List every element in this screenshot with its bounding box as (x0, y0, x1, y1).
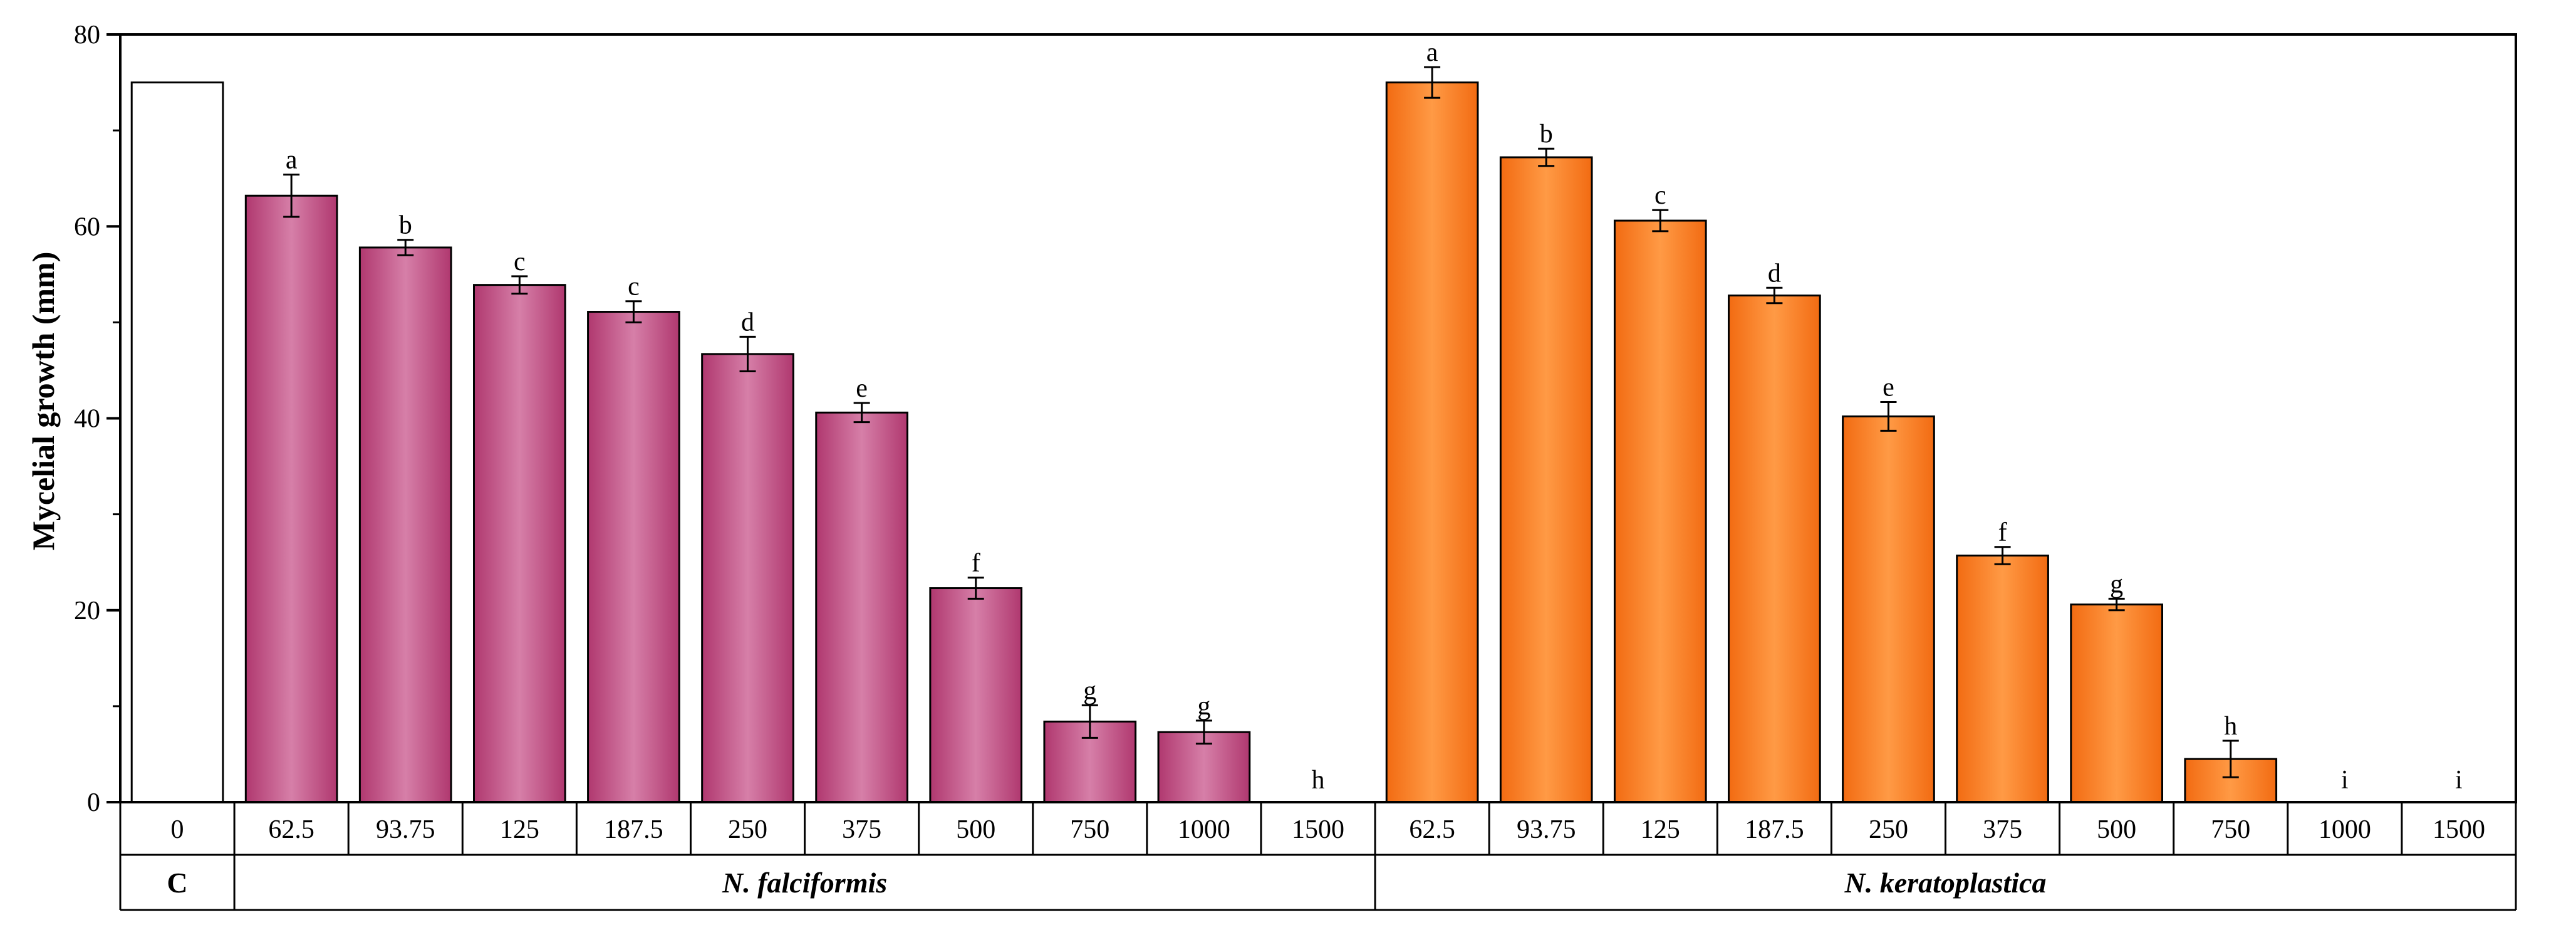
x-tick-label: 500 (956, 815, 995, 844)
x-tick-label: 62.5 (268, 815, 314, 844)
x-tick-label: 1000 (2319, 815, 2371, 844)
x-tick-label: 62.5 (1409, 815, 1455, 844)
x-tick-label: 125 (1641, 815, 1680, 844)
significance-letter: e (856, 374, 868, 403)
significance-letter: h (1312, 766, 1325, 795)
significance-letter: h (2224, 712, 2237, 741)
x-tick-label: 125 (500, 815, 539, 844)
significance-letter: d (1768, 259, 1781, 288)
significance-letter: f (1998, 518, 2007, 547)
bar (1613, 219, 1707, 803)
significance-letter: i (2341, 766, 2349, 795)
x-tick-label: 375 (1983, 815, 2022, 844)
x-tick-label: 187.5 (1745, 815, 1804, 844)
bar-series: a b c c d e f g g h a b c d e f g h i i (130, 38, 2463, 803)
category-table: 0 62.5 93.75 125 187.5 250 375 500 750 1000 1500 62… (119, 802, 2517, 911)
significance-letter: g (2110, 570, 2123, 598)
bar (587, 311, 680, 803)
bar (130, 81, 224, 803)
x-tick-label: 250 (1869, 815, 1908, 844)
significance-letter: i (2455, 766, 2463, 795)
bar (2070, 604, 2164, 803)
bar (1956, 554, 2049, 803)
bar (929, 587, 1023, 803)
significance-letter: g (1197, 692, 1210, 721)
y-tick-label: 40 (74, 405, 100, 434)
group-label-control: C (167, 867, 187, 899)
x-tick-label: 750 (2211, 815, 2250, 844)
significance-letter: a (286, 146, 298, 175)
bar (701, 353, 794, 803)
y-tick-label: 20 (74, 597, 100, 625)
significance-letter: c (514, 248, 526, 276)
bar (815, 411, 908, 803)
y-tick-label: 80 (74, 21, 100, 50)
x-tick-label: 187.5 (604, 815, 663, 844)
significance-letter: e (1883, 373, 1894, 402)
x-tick-label: 0 (171, 815, 184, 844)
bar (244, 194, 338, 803)
x-tick-label: 93.75 (376, 815, 435, 844)
x-tick-label: 750 (1070, 815, 1109, 844)
significance-letter: g (1083, 676, 1096, 705)
bar (1385, 81, 1479, 803)
significance-letter: a (1426, 38, 1438, 67)
significance-letter: d (741, 308, 754, 337)
y-axis: 0 20 40 60 80 (74, 21, 122, 817)
x-tick-label: 1500 (1292, 815, 1344, 844)
group-label: N. keratoplastica (1844, 867, 2047, 899)
significance-letter: f (972, 549, 980, 578)
y-tick-label: 60 (74, 212, 100, 241)
plot-frame (119, 33, 2517, 803)
group-label: N. falciformis (722, 867, 887, 899)
bar (1842, 415, 1935, 803)
bar (1499, 156, 1593, 803)
x-tick-label: 500 (2097, 815, 2136, 844)
y-axis-label: Mycelial growth (mm) (26, 252, 61, 551)
significance-letter: c (1654, 181, 1666, 210)
x-tick-label: 93.75 (1517, 815, 1576, 844)
y-tick-label: 0 (87, 788, 100, 817)
x-tick-label: 1000 (1178, 815, 1230, 844)
bar (358, 246, 452, 803)
significance-letter: b (1540, 120, 1553, 149)
significance-letter: c (628, 273, 640, 301)
x-tick-label: 375 (842, 815, 881, 844)
x-tick-label: 1500 (2433, 815, 2485, 844)
bar (1728, 295, 1821, 803)
significance-letter: b (399, 211, 412, 240)
bar (472, 284, 566, 803)
x-tick-label: 250 (728, 815, 767, 844)
